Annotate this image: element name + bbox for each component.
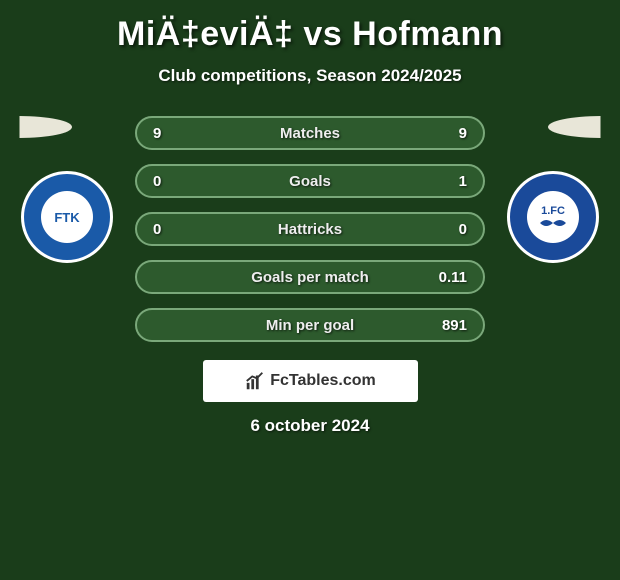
stat-row: 9 Matches 9 xyxy=(135,116,485,150)
right-pedestal xyxy=(548,116,620,138)
stats-list: 9 Matches 9 0 Goals 1 0 Hattricks 0 Goal… xyxy=(135,116,485,342)
stat-right-value: 1 xyxy=(437,173,467,190)
stat-right-value: 891 xyxy=(437,317,467,334)
left-badge-initials: FTK xyxy=(54,210,79,225)
stat-label: Matches xyxy=(280,125,340,142)
right-player-side: 1.FC xyxy=(503,116,603,263)
stat-label: Goals per match xyxy=(251,269,369,286)
right-badge-inner: 1.FC xyxy=(527,191,579,243)
comparison-panel: FTK 9 Matches 9 0 Goals 1 0 Hattricks 0 xyxy=(0,116,620,342)
right-badge-initials: 1.FC xyxy=(541,206,565,217)
wings-icon xyxy=(538,217,568,229)
chart-icon xyxy=(244,370,266,392)
right-club-badge: 1.FC xyxy=(507,171,599,263)
stat-row: 0 Goals 1 xyxy=(135,164,485,198)
stat-left-value: 9 xyxy=(153,125,183,142)
left-pedestal xyxy=(0,116,72,138)
stat-left-value: 0 xyxy=(153,221,183,238)
stat-left-value: 0 xyxy=(153,173,183,190)
page-subtitle: Club competitions, Season 2024/2025 xyxy=(0,66,620,86)
stat-right-value: 0.11 xyxy=(437,269,467,286)
left-player-side: FTK xyxy=(17,116,117,263)
page-title: MiÄ‡eviÄ‡ vs Hofmann xyxy=(0,15,620,54)
stat-right-value: 9 xyxy=(437,125,467,142)
footer-date: 6 october 2024 xyxy=(0,416,620,436)
stat-right-value: 0 xyxy=(437,221,467,238)
branding-text: FcTables.com xyxy=(270,372,376,390)
stat-label: Min per goal xyxy=(266,317,354,334)
stat-label: Hattricks xyxy=(278,221,342,238)
stat-row: Min per goal 891 xyxy=(135,308,485,342)
stat-row: Goals per match 0.11 xyxy=(135,260,485,294)
left-club-badge: FTK xyxy=(21,171,113,263)
left-badge-inner: FTK xyxy=(41,191,93,243)
stat-label: Goals xyxy=(289,173,331,190)
branding-badge[interactable]: FcTables.com xyxy=(203,360,418,402)
stat-row: 0 Hattricks 0 xyxy=(135,212,485,246)
